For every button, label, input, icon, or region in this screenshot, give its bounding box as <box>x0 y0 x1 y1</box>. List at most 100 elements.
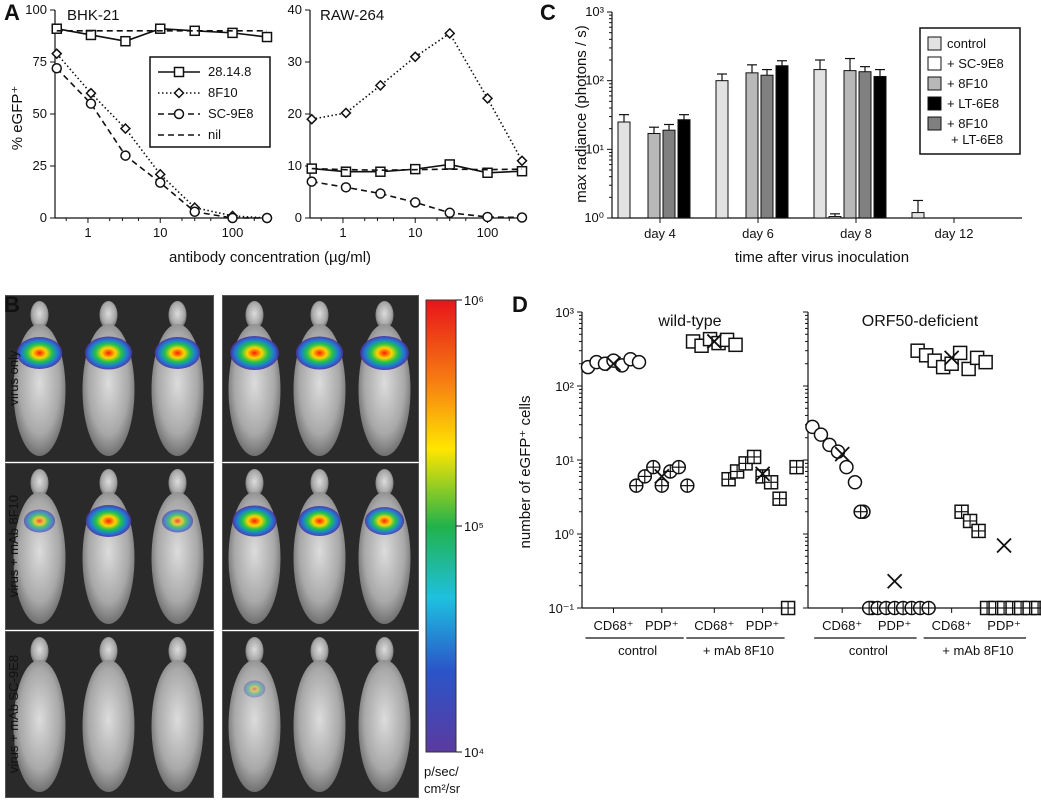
panel-d-1-point-1-0 <box>853 504 868 519</box>
mouse-1-0-1 <box>82 469 135 624</box>
panel-c-bar-+ 8F10-day 4 <box>647 133 661 219</box>
colorbar-unit-line2: cm²/sr <box>424 781 461 796</box>
mouse-2-0-1 <box>82 637 135 792</box>
panel-a-0-point-8F10-2 <box>119 122 131 135</box>
panel-c-xtick-0: day 4 <box>644 226 676 241</box>
panel-a-1-point-SC-9E8-2 <box>375 188 386 199</box>
panel-a-1-point-8F10-4 <box>444 27 456 39</box>
panel-d-title-left: wild-type <box>657 313 721 330</box>
mouse-1-1-0 <box>228 469 281 624</box>
panel-a-0-point-28.14.8-0 <box>51 23 62 34</box>
panel-c-legend-label-3: + LT-6E8 <box>947 96 999 111</box>
mouse-0-1-2 <box>358 301 411 456</box>
signal-1-1-0 <box>232 505 277 537</box>
panel-c-bar-+ 8F10 + LT-6E8-day 8 <box>858 71 872 219</box>
panel-d-1-mean-1 <box>887 573 903 589</box>
panel-c-legend-swatch-0 <box>927 36 942 51</box>
panel-b-row-label-1: virus only <box>6 350 21 405</box>
panel-d-0-point-3-7 <box>780 600 796 616</box>
panel-c-ytick-1: 10¹ <box>585 141 604 156</box>
panel-a-1-xtick-0: 1 <box>339 225 346 240</box>
panel-a-1-point-SC-9E8-3 <box>409 197 421 208</box>
panel-d-1-group-label-0: control <box>849 643 888 658</box>
panel-a-0-point-28.14.8-2 <box>120 35 131 47</box>
panel-c-bar-control-day 8 <box>813 69 827 219</box>
panel-d-1-xtick-0: CD68⁺ <box>822 618 862 633</box>
panel-d-1-point-0-3 <box>830 444 846 459</box>
panel-d-1-point-2-5 <box>952 345 968 361</box>
panel-a-0-ytick-2: 50 <box>33 106 47 121</box>
panel-a-legend-marker-0 <box>173 66 185 78</box>
panel-d-1-point-3-9 <box>1030 600 1041 616</box>
mouse-0-1-1 <box>293 301 346 456</box>
panel-c-ytick-0: 10⁰ <box>584 210 604 225</box>
mouse-1-1-2 <box>358 469 411 624</box>
panel-a-0-xtick-1: 10 <box>153 225 167 240</box>
panel-c-bar-control-day 6 <box>715 80 729 219</box>
panel-a-1-point-8F10-1 <box>340 107 352 119</box>
mouse-1-1-1 <box>293 469 346 624</box>
panel-b-row-label-2: virus + mAb 8F10 <box>6 495 21 597</box>
panel-d-0-point-1-5 <box>671 459 687 475</box>
panel-a-ylabel: % eGFP⁺ <box>9 86 26 151</box>
panel-c-ytick-2: 10² <box>585 73 604 88</box>
panel-a-1-point-8F10-2 <box>374 79 386 91</box>
panel-c-xlabel: time after virus inoculation <box>735 249 909 266</box>
panel-a-legend-marker-1 <box>173 87 185 99</box>
signal-1-0-1 <box>85 505 132 537</box>
panel-a-0-title: BHK-21 <box>67 7 120 24</box>
signal-2-1-0 <box>243 680 266 698</box>
panel-a-0-ytick-1: 25 <box>33 158 47 173</box>
panel-a-1-point-28.14.8-6 <box>516 165 528 177</box>
panel-a-legend-label-1: 8F10 <box>208 85 238 100</box>
panel-a-xlabel: antibody concentration (µg/ml) <box>169 249 371 266</box>
colorbar-tick-top: 10⁶ <box>464 293 484 308</box>
panel-d-0-point-1-6 <box>680 478 695 493</box>
panel-d-0-point-3-6 <box>772 491 787 506</box>
panel-c-ylabel: max radiance (photons / s) <box>573 25 590 203</box>
panel-letter-c: C <box>540 0 556 25</box>
panel-d-0-point-3-3 <box>746 449 762 465</box>
panel-c-legend: control+ SC-9E8+ 8F10+ LT-6E8+ 8F10+ LT-… <box>919 27 1021 155</box>
panel-d-ytick-1: 10⁰ <box>554 527 574 542</box>
panel-c-legend-swatch-1 <box>927 56 942 71</box>
panel-a-1-ytick-2: 20 <box>288 106 302 121</box>
panel-a-0-point-SC-9E8-5 <box>227 212 238 224</box>
panel-a-0-point-8F10-0 <box>51 48 63 60</box>
panel-a-0-point-SC-9E8-3 <box>154 177 166 188</box>
panel-d-0-group-label-0: control <box>618 643 657 658</box>
panel-a-1-point-28.14.8-4 <box>444 159 455 170</box>
panel-d-1-point-1-8 <box>921 600 936 616</box>
panel-letter-a: A <box>4 0 20 25</box>
signal-0-0-2 <box>154 337 201 369</box>
panel-d-0-mean-2 <box>706 333 722 350</box>
panel-a-1-ytick-4: 40 <box>288 2 302 17</box>
signal-1-0-2 <box>161 509 194 533</box>
mouse-2-0-2 <box>151 637 204 792</box>
panel-a-1-point-8F10-6 <box>516 155 528 167</box>
panel-d-0-xtick-1: PDP⁺ <box>645 618 679 633</box>
panel-c-legend-swatch-4 <box>927 116 942 131</box>
signal-1-0-0 <box>23 509 56 533</box>
panel-a-1-point-28.14.8-2 <box>375 166 386 177</box>
panel-a-0-xtick-2: 100 <box>222 225 244 240</box>
signal-0-1-2 <box>360 336 409 370</box>
panel-c-legend-label-4: + 8F10 <box>947 116 988 131</box>
panel-a-0-ytick-0: 0 <box>40 210 47 225</box>
panel-letter-b: B <box>4 292 20 317</box>
panel-d-1-mean-0 <box>834 446 850 462</box>
panel-a-0-point-SC-9E8-6 <box>261 212 273 224</box>
panel-a-1-point-28.14.8-1 <box>340 166 352 177</box>
panel-a-1-ytick-3: 30 <box>288 54 302 69</box>
mouse-0-1-0 <box>228 301 281 456</box>
panel-c-bar-+ SC-9E8-day 8 <box>828 216 842 219</box>
panel-d-ytick-0: 10⁻¹ <box>548 601 574 616</box>
panel-c-legend-swatch-3 <box>927 96 942 111</box>
signal-0-0-0 <box>16 337 63 369</box>
panel-d-1-xtick-3: PDP⁺ <box>987 618 1021 633</box>
panel-d-1-mean-3 <box>996 537 1012 554</box>
panel-c-ytick-3: 10³ <box>585 4 604 19</box>
signal-0-0-1 <box>84 336 133 370</box>
panel-a-0-point-SC-9E8-0 <box>51 62 62 74</box>
panel-d-ylabel: number of eGFP⁺ cells <box>517 396 534 549</box>
